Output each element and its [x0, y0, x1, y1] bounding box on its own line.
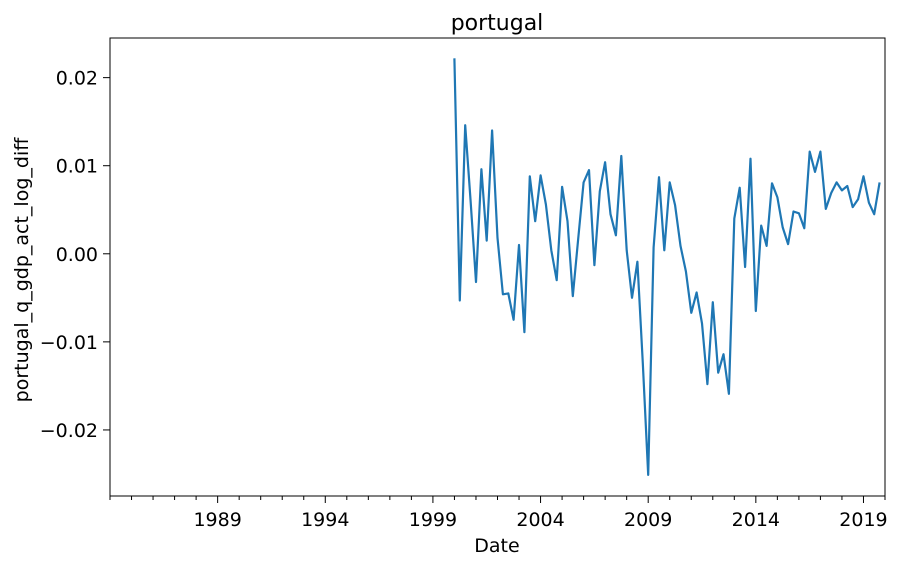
y-tick-label: 0.01 [56, 156, 98, 178]
x-tick-label: 2014 [732, 509, 780, 531]
x-tick-label: 1989 [193, 509, 241, 531]
x-tick-label: 2009 [624, 509, 672, 531]
plot-area [453, 58, 881, 476]
y-axis-label: portugal_q_gdp_act_log_diff [11, 137, 33, 403]
x-tick-label: 2004 [516, 509, 564, 531]
plot-frame [109, 37, 886, 497]
y-tick-label: 0.02 [56, 68, 98, 90]
x-tick-label: 2019 [839, 509, 887, 531]
chart-title: portugal [451, 11, 544, 36]
y-axis: −0.02 −0.01 0.00 0.01 0.02 [40, 68, 110, 442]
x-axis-label: Date [474, 535, 519, 557]
x-axis: 1989 1994 1999 2004 2009 2014 2019 [109, 496, 888, 531]
y-tick-label: −0.01 [40, 332, 98, 354]
y-tick-label: −0.02 [40, 420, 98, 442]
x-tick-label: 1994 [301, 509, 349, 531]
x-tick-label: 1999 [409, 509, 457, 531]
series-line-0 [453, 58, 881, 476]
y-tick-label: 0.00 [56, 244, 98, 266]
